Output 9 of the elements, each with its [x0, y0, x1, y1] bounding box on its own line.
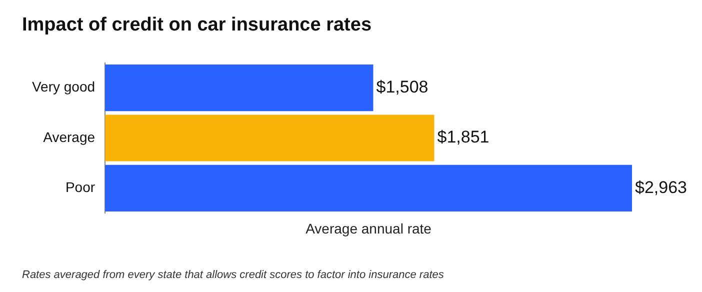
data-label: $1,508	[376, 78, 428, 97]
chart-title: Impact of credit on car insurance rates	[22, 14, 372, 36]
data-label: $2,963	[635, 178, 687, 197]
y-tick-label: Poor	[65, 178, 96, 195]
text: Rates averaged from every state that allows credit scores to factor into insurance rates	[22, 269, 444, 282]
y-tick-label: Very good	[32, 78, 96, 95]
y-tick-label: Average	[43, 128, 96, 145]
data-label: $1,851	[437, 128, 490, 147]
x-axis-title: Average annual rate	[306, 220, 432, 236]
